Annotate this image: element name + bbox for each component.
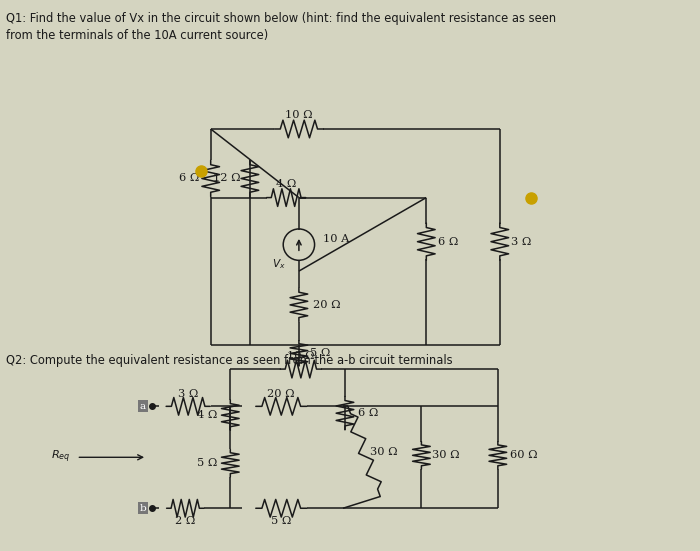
- Text: 12 Ω: 12 Ω: [213, 174, 240, 183]
- Text: 6 Ω: 6 Ω: [179, 174, 200, 183]
- Text: 3 Ω: 3 Ω: [511, 237, 531, 247]
- Text: 4 Ω: 4 Ω: [197, 410, 217, 420]
- Text: 6 Ω: 6 Ω: [358, 408, 379, 418]
- Text: 60 Ω: 60 Ω: [510, 450, 538, 460]
- Text: 3 Ω: 3 Ω: [178, 388, 198, 398]
- Text: Q2: Compute the equivalent resistance as seen from the a-b circuit terminals: Q2: Compute the equivalent resistance as…: [6, 354, 452, 368]
- Text: $V_x$: $V_x$: [272, 257, 286, 271]
- Text: 2 Ω: 2 Ω: [175, 516, 195, 526]
- Text: 5 Ω: 5 Ω: [197, 458, 217, 468]
- Text: 10 Ω: 10 Ω: [287, 352, 315, 361]
- Text: $R_{eq}$: $R_{eq}$: [51, 449, 71, 466]
- Text: b: b: [139, 504, 146, 513]
- Text: 10 Ω: 10 Ω: [285, 110, 313, 120]
- Text: 30 Ω: 30 Ω: [432, 450, 460, 460]
- Text: a: a: [140, 402, 146, 411]
- Text: 20 Ω: 20 Ω: [312, 300, 340, 310]
- Text: 6 Ω: 6 Ω: [438, 237, 458, 247]
- Text: 10 A: 10 A: [323, 234, 349, 244]
- Text: Q1: Find the value of Vx in the circuit shown below (hint: find the equivalent r: Q1: Find the value of Vx in the circuit …: [6, 12, 556, 42]
- Text: 5 Ω: 5 Ω: [310, 348, 330, 358]
- Text: 20 Ω: 20 Ω: [267, 388, 295, 398]
- Text: 5 Ω: 5 Ω: [271, 516, 291, 526]
- Text: 30 Ω: 30 Ω: [370, 447, 398, 457]
- Text: 4 Ω: 4 Ω: [276, 179, 296, 189]
